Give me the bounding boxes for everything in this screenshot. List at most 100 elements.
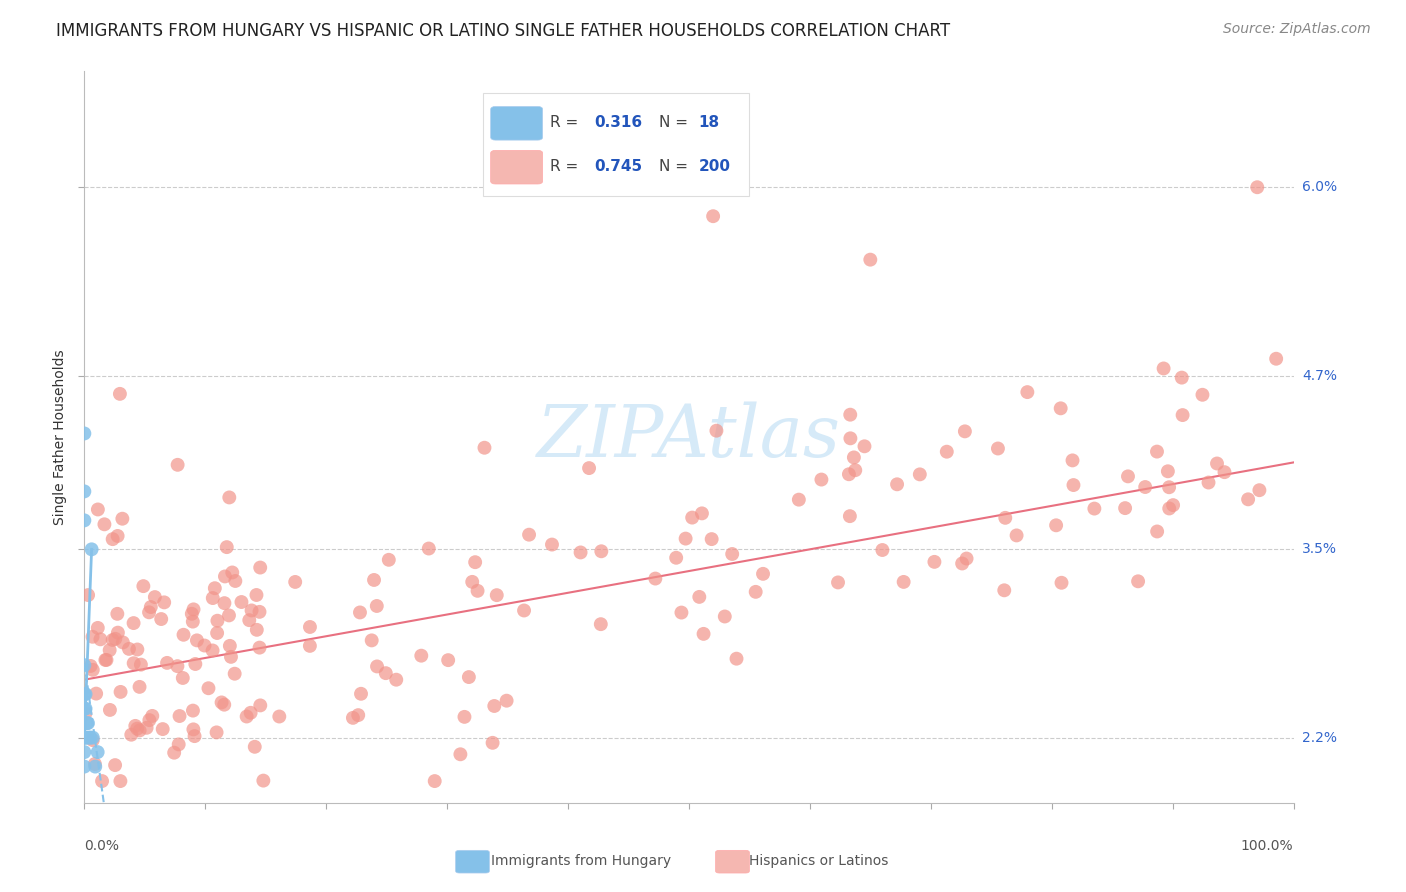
Text: R =: R = <box>550 115 583 130</box>
Point <box>987 442 1010 456</box>
Point <box>1237 492 1260 507</box>
Point <box>86 745 108 759</box>
Point <box>671 606 693 620</box>
Point <box>167 738 190 752</box>
Point <box>87 621 110 635</box>
Point <box>513 603 536 617</box>
Point <box>366 659 388 673</box>
Point <box>464 555 486 569</box>
Point <box>578 461 600 475</box>
Point <box>77 731 100 745</box>
Point <box>84 759 107 773</box>
Point <box>87 502 110 516</box>
Point <box>872 543 894 558</box>
Point <box>853 439 876 453</box>
Point <box>839 431 862 445</box>
Point <box>644 572 666 586</box>
Point <box>411 648 433 663</box>
Point <box>591 544 613 558</box>
Point <box>589 617 612 632</box>
Point <box>235 709 257 723</box>
Point <box>183 729 205 743</box>
Point <box>118 641 141 656</box>
Point <box>153 595 176 609</box>
Point <box>201 643 224 657</box>
Point <box>193 639 215 653</box>
Point <box>166 659 188 673</box>
Point <box>1049 401 1071 416</box>
Point <box>163 746 186 760</box>
Point <box>725 651 748 665</box>
Point <box>893 574 915 589</box>
Text: 0.0%: 0.0% <box>84 839 120 854</box>
Point <box>166 458 188 472</box>
Point <box>1153 361 1175 376</box>
Point <box>79 659 101 673</box>
Point <box>197 681 219 696</box>
Point <box>183 602 205 616</box>
Point <box>702 209 724 223</box>
Point <box>1159 501 1181 516</box>
Point <box>859 252 882 267</box>
Point <box>73 701 96 715</box>
Point <box>935 444 957 458</box>
Point <box>108 387 131 401</box>
Point <box>75 687 97 701</box>
Point <box>1171 370 1194 384</box>
Text: Hispanics or Latinos: Hispanics or Latinos <box>749 854 889 868</box>
Point <box>1249 483 1271 498</box>
Point <box>675 532 697 546</box>
Point <box>156 656 179 670</box>
Point <box>212 698 235 712</box>
Point <box>839 408 862 422</box>
FancyBboxPatch shape <box>716 850 749 873</box>
Point <box>73 484 96 499</box>
Point <box>122 616 145 631</box>
Point <box>184 657 207 671</box>
Point <box>249 640 271 655</box>
Point <box>378 553 401 567</box>
Point <box>1017 385 1039 400</box>
Point <box>423 774 446 789</box>
Point <box>89 632 111 647</box>
Point <box>73 658 96 673</box>
Point <box>83 756 105 771</box>
Point <box>82 630 104 644</box>
Text: 0.316: 0.316 <box>595 115 643 130</box>
Point <box>467 583 489 598</box>
Point <box>1116 469 1139 483</box>
Point <box>73 745 96 759</box>
Point <box>110 685 132 699</box>
Point <box>246 623 269 637</box>
Point <box>1062 478 1084 492</box>
Point <box>1062 453 1084 467</box>
Point <box>240 603 263 617</box>
Point <box>688 590 710 604</box>
Point <box>73 731 96 745</box>
Point <box>298 620 321 634</box>
Point <box>517 527 540 541</box>
Text: Immigrants from Hungary: Immigrants from Hungary <box>491 854 671 868</box>
Point <box>665 550 688 565</box>
Point <box>298 639 321 653</box>
Point <box>842 450 865 465</box>
Point <box>713 609 735 624</box>
Point <box>183 723 205 737</box>
Point <box>139 600 162 615</box>
Point <box>94 653 117 667</box>
Point <box>129 657 152 672</box>
Point <box>75 701 97 715</box>
Point <box>1191 388 1213 402</box>
Point <box>844 463 866 477</box>
Point <box>128 723 150 738</box>
Point <box>541 537 564 551</box>
Point <box>1198 475 1220 490</box>
Point <box>141 709 163 723</box>
Point <box>239 706 262 720</box>
Point <box>207 614 229 628</box>
Point <box>347 708 370 723</box>
Text: IMMIGRANTS FROM HUNGARY VS HISPANIC OR LATINO SINGLE FATHER HOUSEHOLDS CORRELATI: IMMIGRANTS FROM HUNGARY VS HISPANIC OR L… <box>56 22 950 40</box>
Point <box>96 653 118 667</box>
Y-axis label: Single Father Households: Single Father Households <box>53 350 67 524</box>
Point <box>744 585 766 599</box>
